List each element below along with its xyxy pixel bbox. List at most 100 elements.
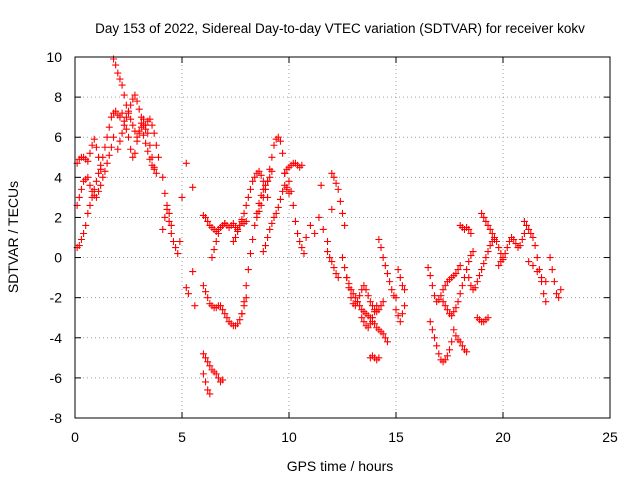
data-point — [189, 268, 197, 276]
data-point — [431, 292, 439, 300]
data-point — [518, 236, 526, 244]
data-point — [268, 153, 276, 161]
series-arc-23 — [302, 181, 336, 246]
data-point — [480, 213, 488, 221]
data-point — [86, 201, 94, 209]
data-point — [428, 326, 436, 334]
data-point — [161, 189, 169, 197]
data-point — [450, 308, 458, 316]
series-arc-20 — [259, 181, 293, 256]
data-point — [242, 282, 250, 290]
data-point — [306, 221, 314, 229]
data-point — [360, 282, 368, 290]
data-point — [334, 185, 342, 193]
data-point — [339, 209, 346, 217]
data-point — [191, 302, 199, 310]
data-point — [150, 129, 158, 137]
series-arc-21 — [281, 159, 306, 177]
data-point — [242, 294, 250, 302]
series-arc-34 — [426, 318, 456, 366]
data-point — [529, 262, 537, 270]
data-point — [356, 292, 364, 300]
data-point — [189, 183, 197, 191]
y-tick-label: -8 — [50, 410, 63, 426]
data-point — [182, 159, 190, 167]
data-point — [371, 308, 379, 316]
data-point — [114, 69, 122, 77]
data-point — [116, 113, 124, 121]
data-point — [112, 61, 120, 69]
data-point — [163, 201, 171, 209]
series-arc-16 — [208, 217, 250, 262]
data-point — [324, 238, 332, 246]
data-point — [480, 260, 488, 268]
data-point — [101, 167, 109, 175]
data-point — [88, 187, 96, 195]
data-point — [336, 197, 344, 205]
data-point — [105, 123, 113, 131]
series-arc-14 — [199, 350, 227, 386]
y-axis-label: SDTVAR / TECUs — [5, 181, 21, 293]
y-tick-label: -4 — [50, 330, 63, 346]
data-point — [366, 298, 374, 306]
y-tick-label: -6 — [50, 370, 63, 386]
data-point — [116, 137, 124, 145]
data-point — [174, 250, 182, 258]
data-point — [364, 292, 372, 300]
data-point — [550, 278, 558, 286]
series-arc-8 — [159, 173, 186, 258]
series-arc-5 — [114, 91, 152, 153]
data-point — [266, 225, 274, 233]
data-point — [439, 286, 447, 294]
data-point — [246, 250, 254, 258]
series-arc-22 — [285, 177, 308, 258]
data-point — [456, 262, 464, 270]
data-point — [401, 302, 409, 310]
data-point — [443, 306, 451, 314]
data-point — [398, 310, 406, 318]
data-point — [135, 105, 143, 113]
data-point — [105, 151, 113, 159]
grid-lines — [75, 57, 610, 418]
data-point — [84, 173, 92, 181]
data-point — [152, 141, 160, 149]
data-point — [214, 229, 222, 237]
data-point — [244, 266, 252, 274]
data-point — [388, 286, 396, 294]
data-point — [264, 177, 272, 185]
data-point — [127, 115, 135, 123]
series-arc-40 — [478, 209, 498, 241]
data-point — [152, 169, 160, 177]
data-point — [538, 274, 546, 282]
data-point — [490, 234, 498, 241]
data-point — [234, 227, 242, 235]
series-arc-30 — [375, 236, 400, 302]
data-point — [345, 280, 353, 288]
data-point — [505, 238, 513, 246]
data-point — [493, 238, 501, 246]
data-point — [328, 205, 336, 213]
data-point — [90, 135, 98, 143]
data-point — [456, 290, 464, 298]
x-tick-label: 25 — [602, 429, 618, 445]
data-point — [204, 217, 212, 225]
data-point — [375, 236, 383, 244]
plot-frame — [74, 56, 611, 419]
data-point — [146, 141, 154, 149]
data-point — [202, 288, 210, 296]
data-point — [129, 121, 137, 129]
data-point — [437, 292, 445, 300]
data-point — [379, 298, 387, 306]
data-point — [270, 141, 278, 149]
data-point — [548, 266, 556, 274]
data-point — [398, 282, 406, 290]
series-arc-28 — [358, 302, 381, 332]
data-point — [184, 290, 192, 298]
data-point — [302, 234, 310, 241]
data-point — [499, 254, 507, 262]
data-point — [478, 209, 486, 217]
data-point — [394, 312, 402, 320]
data-point — [95, 153, 103, 161]
data-point — [144, 147, 152, 155]
data-point — [146, 155, 154, 163]
